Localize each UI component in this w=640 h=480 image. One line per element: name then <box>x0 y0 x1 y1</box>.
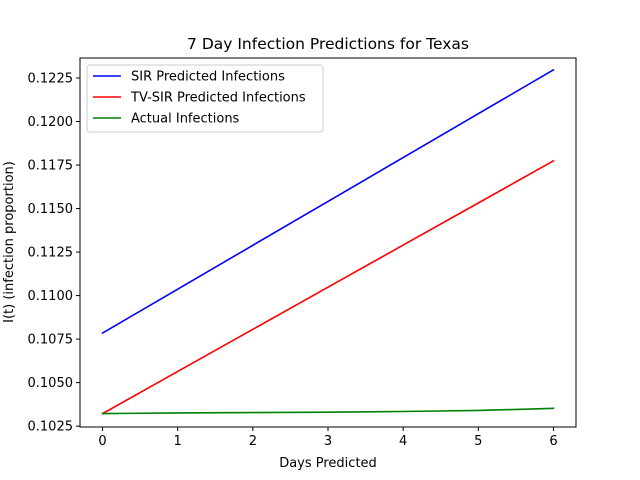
series-line-2 <box>101 159 555 415</box>
legend: SIR Predicted Infections TV-SIR Predicted… <box>86 64 324 133</box>
series-group <box>101 68 555 415</box>
y-tick-label: 0.1100 <box>28 289 74 304</box>
y-tick-label: 0.1025 <box>28 420 74 435</box>
x-tick-label: 3 <box>324 434 332 449</box>
y-tick-label: 0.1075 <box>28 333 74 348</box>
x-axis-label: Days Predicted <box>279 456 377 471</box>
y-tick-label: 0.1150 <box>28 202 74 217</box>
y-tick-label: 0.1050 <box>28 376 74 391</box>
chart-title: 7 Day Infection Predictions for Texas <box>187 35 469 53</box>
x-tick-label: 1 <box>174 434 182 449</box>
series-line-1 <box>101 68 555 335</box>
y-tick-label: 0.1175 <box>28 159 74 174</box>
legend-label: TV-SIR Predicted Infections <box>130 91 306 106</box>
y-tick-label: 0.1200 <box>28 115 74 130</box>
y-axis-ticks: 0.1025 0.1050 0.1075 0.1100 0.1125 0.1150 0.11… <box>28 72 80 435</box>
legend-box <box>86 64 324 133</box>
y-tick-label: 0.1225 <box>28 72 74 87</box>
y-axis-label: I(t) (infection proportion) <box>2 161 17 323</box>
legend-label: Actual Infections <box>131 112 240 127</box>
x-tick-label: 0 <box>98 434 106 449</box>
legend-label: SIR Predicted Infections <box>131 70 285 85</box>
x-tick-label: 2 <box>249 434 257 449</box>
x-tick-label: 5 <box>474 434 482 449</box>
x-tick-label: 4 <box>399 434 407 449</box>
x-axis-ticks: 0 1 2 3 4 5 6 <box>98 427 558 449</box>
x-tick-label: 6 <box>549 434 557 449</box>
y-tick-label: 0.1125 <box>28 246 74 261</box>
series-line-3 <box>101 407 555 415</box>
